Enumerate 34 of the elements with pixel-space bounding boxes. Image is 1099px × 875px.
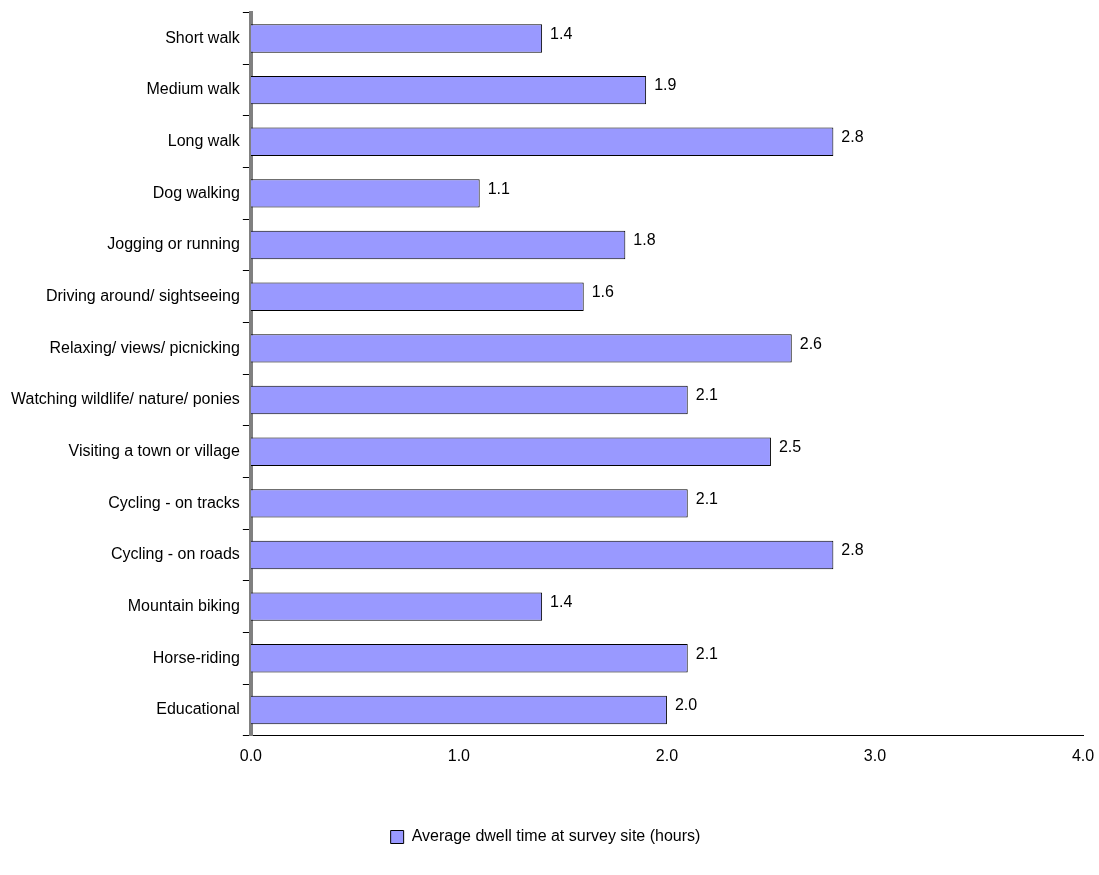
y-tick-label: Medium walk xyxy=(146,80,241,98)
x-tick-label: 4.0 xyxy=(1071,746,1095,764)
data-label: 1.9 xyxy=(654,76,677,94)
legend-label: Average dwell time at survey site (hours) xyxy=(411,827,701,845)
x-tick-label: 3.0 xyxy=(863,746,887,764)
y-tick-label: Visiting a town or village xyxy=(68,442,240,460)
y-tick-label: Watching wildlife/ nature/ ponies xyxy=(11,390,240,408)
data-label: 1.8 xyxy=(633,231,656,249)
data-label: 2.1 xyxy=(695,386,719,404)
y-tick-label: Educational xyxy=(156,700,240,718)
data-label: 2.0 xyxy=(674,696,698,714)
x-tick-label: 1.0 xyxy=(447,746,471,764)
data-label: 1.4 xyxy=(550,24,573,42)
x-tick-label: 0.0 xyxy=(239,746,263,764)
data-label: 1.1 xyxy=(487,179,511,197)
data-label: 1.6 xyxy=(591,283,615,301)
y-tick-label: Short walk xyxy=(165,28,241,46)
y-tick-label: Cycling - on tracks xyxy=(108,493,240,511)
y-tick-label: Dog walking xyxy=(152,183,240,201)
y-tick-label: Relaxing/ views/ picnicking xyxy=(49,338,240,356)
data-label: 1.4 xyxy=(550,593,573,611)
x-tick-label: 2.0 xyxy=(655,746,679,764)
data-label: 2.8 xyxy=(841,128,864,146)
data-label: 2.8 xyxy=(841,541,864,559)
data-label: 2.6 xyxy=(799,334,823,352)
data-label: 2.1 xyxy=(695,489,719,507)
y-tick-label: Cycling - on roads xyxy=(110,545,240,563)
y-tick-label: Driving around/ sightseeing xyxy=(45,287,240,305)
y-tick-label: Jogging or running xyxy=(107,235,240,253)
y-tick-label: Horse-riding xyxy=(152,648,240,666)
data-label: 2.5 xyxy=(778,438,802,456)
data-label: 2.1 xyxy=(695,644,719,662)
y-tick-label: Long walk xyxy=(167,132,241,150)
y-tick-label: Mountain biking xyxy=(127,597,240,615)
